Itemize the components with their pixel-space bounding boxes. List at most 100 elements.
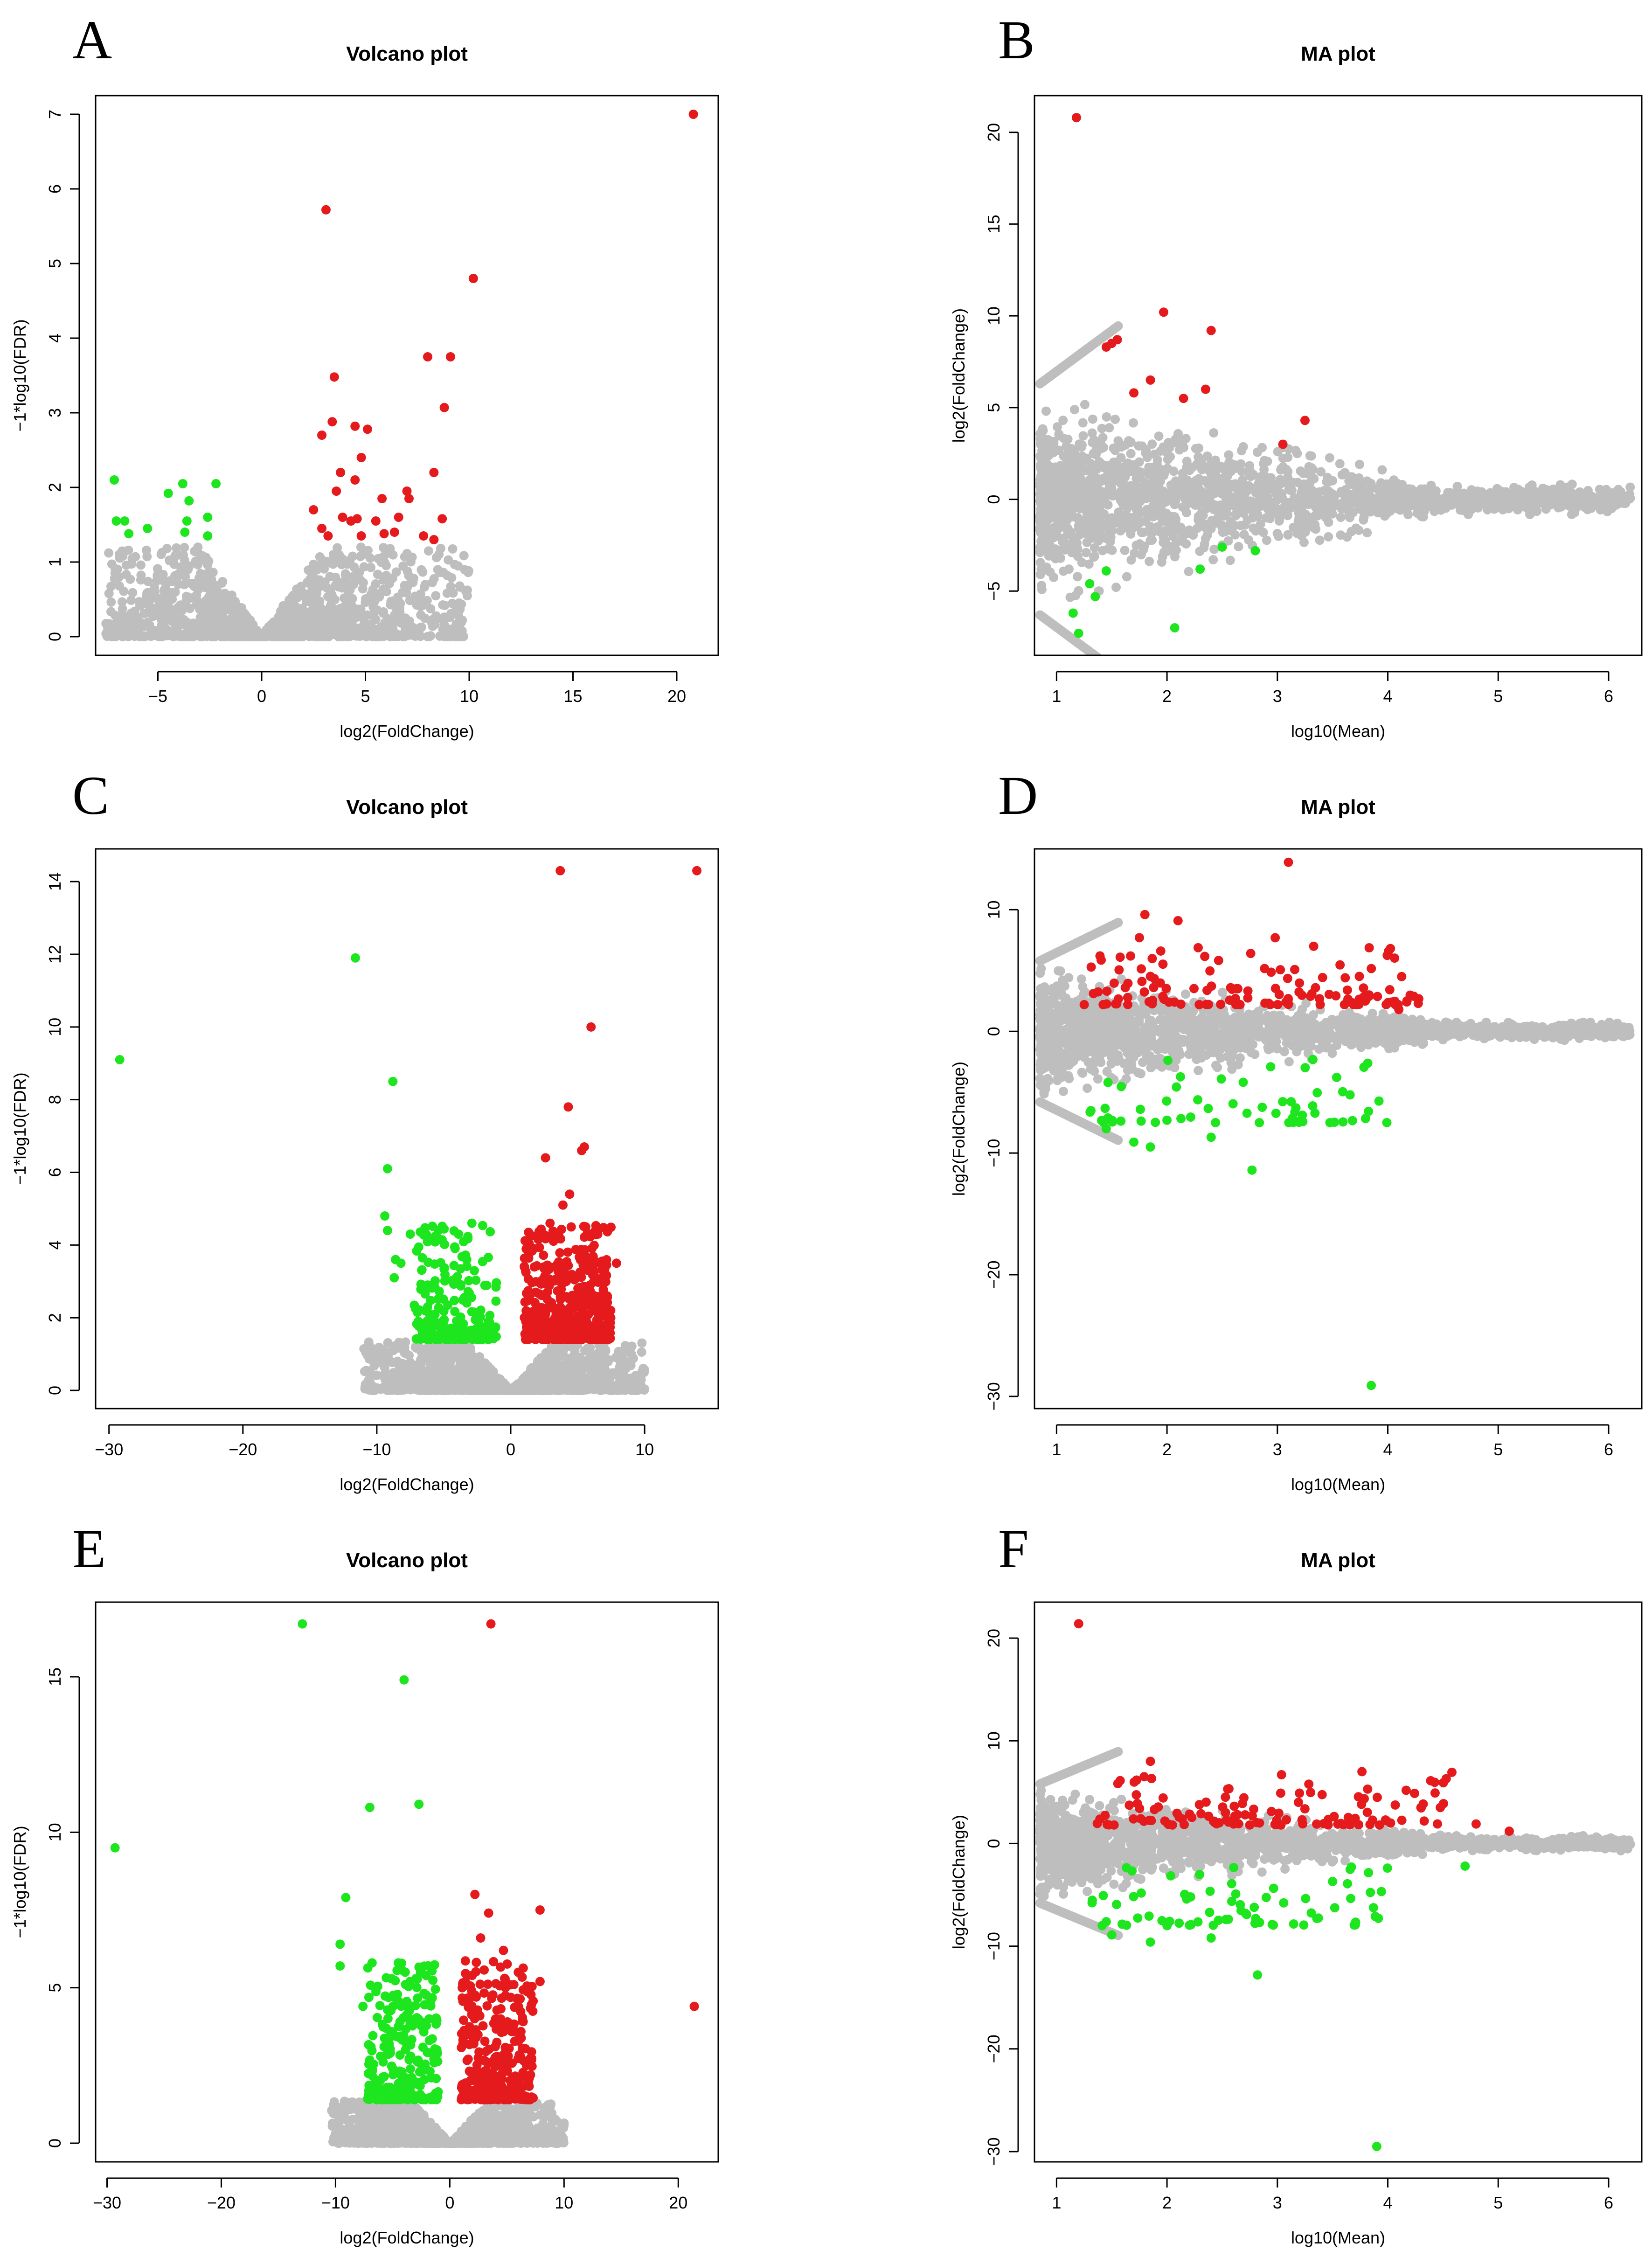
ns-point	[1452, 481, 1462, 491]
ns-point	[211, 597, 221, 606]
ns-point	[1382, 509, 1392, 519]
plot-title: Volcano plot	[346, 796, 468, 819]
ns-point	[1126, 449, 1136, 458]
ns-point	[107, 559, 117, 569]
ns-point	[162, 544, 172, 554]
ns-point	[1306, 451, 1316, 461]
data-point-up	[423, 352, 432, 361]
ns-point	[561, 1353, 570, 1362]
ns-point	[459, 551, 469, 561]
ns-point	[1047, 465, 1057, 474]
ns-point	[1111, 415, 1120, 424]
data-point-up	[1179, 394, 1188, 403]
ns-point	[1198, 510, 1208, 520]
ns-point	[212, 611, 222, 620]
ns-point	[1362, 528, 1372, 538]
ns-point	[183, 565, 193, 575]
ns-point	[1625, 482, 1635, 492]
ns-point	[243, 631, 253, 640]
ns-point	[366, 620, 376, 630]
ns-point	[470, 1354, 480, 1363]
x-axis-label: log2(FoldChange)	[340, 722, 474, 741]
ns-point	[1249, 483, 1259, 493]
ns-point	[340, 569, 350, 579]
y-tick-label: 3	[45, 408, 64, 417]
ns-point	[626, 1361, 636, 1370]
ns-point	[448, 544, 458, 554]
ns-point	[570, 1347, 580, 1356]
ns-point	[1230, 464, 1240, 473]
ns-point	[1293, 516, 1303, 526]
x-tick-label: 5	[361, 687, 370, 706]
ns-point	[193, 542, 203, 552]
data-point-down	[478, 1221, 487, 1230]
ns-point	[1137, 528, 1146, 537]
ns-point	[425, 1364, 435, 1374]
ns-point	[534, 1384, 543, 1394]
ns-point	[548, 1373, 558, 1382]
ns-point	[1395, 505, 1405, 515]
series-up	[1071, 113, 1310, 449]
ns-point	[1168, 541, 1178, 551]
ns-point	[446, 1370, 456, 1380]
ns-point	[1220, 465, 1230, 474]
ns-point	[1137, 468, 1146, 478]
y-tick-label: 5	[45, 259, 64, 268]
ns-point	[180, 631, 190, 641]
data-point-up	[1129, 388, 1139, 398]
data-point-up	[321, 205, 331, 215]
ns-point	[365, 553, 375, 563]
ns-point	[406, 577, 416, 587]
ns-point	[1457, 493, 1467, 503]
data-point-down	[163, 488, 173, 498]
ns-point	[1081, 548, 1091, 557]
ns-point	[1256, 472, 1266, 481]
ns-point	[118, 632, 128, 641]
ns-point	[1310, 520, 1320, 530]
ns-point	[639, 1368, 649, 1377]
data-point-up	[439, 403, 449, 412]
points-layer	[101, 110, 698, 641]
ns-point	[1166, 480, 1176, 490]
ns-point	[328, 549, 338, 559]
ns-point	[542, 1358, 552, 1368]
ns-point	[1239, 530, 1249, 540]
ns-point	[366, 631, 375, 640]
ns-point	[1035, 548, 1045, 557]
data-point-down	[1250, 546, 1260, 556]
ns-point	[104, 619, 114, 629]
ns-point	[1324, 532, 1333, 542]
data-point-up	[356, 531, 366, 541]
data-point-down	[471, 1275, 481, 1285]
ns-point	[292, 584, 302, 594]
ns-point	[1105, 662, 1115, 672]
ns-point	[1272, 528, 1282, 538]
ns-point	[298, 604, 307, 613]
ns-point	[163, 606, 173, 616]
ns-point	[104, 589, 114, 598]
ns-point	[114, 581, 124, 591]
ns-point	[554, 1386, 564, 1396]
ns-point	[1563, 484, 1573, 494]
data-point-down	[417, 1265, 427, 1275]
ns-point	[1123, 503, 1132, 513]
data-point-down	[120, 516, 130, 526]
ns-point	[398, 561, 408, 571]
ns-point	[1173, 429, 1183, 438]
ns-point	[1111, 583, 1121, 592]
data-point-down	[1085, 579, 1095, 589]
ns-point	[1152, 455, 1162, 465]
ns-point	[423, 546, 433, 556]
ns-point	[136, 560, 146, 570]
y-tick-label: 4	[45, 333, 64, 343]
data-point-down	[1217, 542, 1227, 552]
ns-point	[381, 561, 391, 570]
ns-point	[348, 571, 358, 581]
data-point-up	[437, 514, 447, 524]
points-layer	[115, 866, 702, 1396]
plot-title: MA plot	[1301, 42, 1375, 65]
ns-point	[398, 587, 408, 597]
data-point-up	[350, 421, 360, 431]
ns-point	[213, 586, 222, 596]
ns-point	[420, 613, 430, 623]
